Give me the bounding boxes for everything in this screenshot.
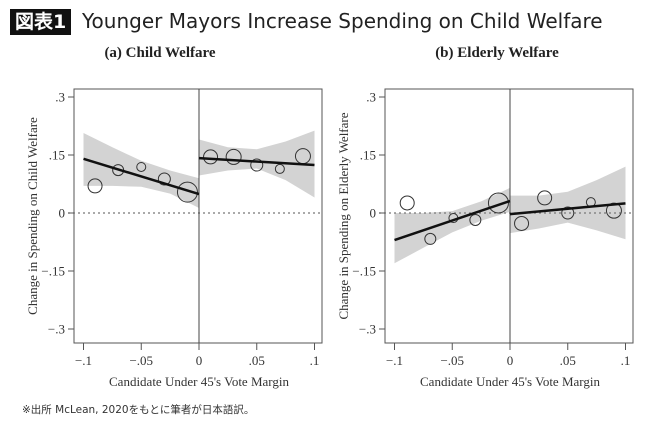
panel-b-ytick-label: 0: [370, 206, 377, 221]
panel-b-data-point: [514, 215, 530, 231]
panel-b-ytick-label: .3: [366, 89, 376, 104]
panel-b-data-point: [424, 232, 437, 245]
figure-badge: 図表1: [10, 9, 72, 35]
panel-a-title: (a) Child Welfare: [104, 45, 215, 61]
panel-a-data-point: [87, 178, 103, 194]
panel-b-xlabel: Candidate Under 45's Vote Margin: [420, 374, 600, 389]
panel-a-xtick-label: −.1: [75, 353, 92, 368]
panel-b-xtick-label: −.05: [440, 353, 464, 368]
panel-a-ytick-label: .15: [49, 147, 65, 162]
panel-a-data-point: [250, 158, 264, 172]
panel-b-ytick-label: .15: [360, 147, 376, 162]
panel-b-title: (b) Elderly Welfare: [435, 45, 559, 61]
panel-b-ylabel: Change in Spending on Elderly Welfare: [336, 112, 351, 319]
panel-b: (b) Elderly Welfare Candidate Under 45's…: [336, 45, 634, 389]
panel-a-ytick-label: 0: [59, 206, 66, 221]
panel-b-xtick-label: .1: [621, 353, 631, 368]
panel-b-xtick-label: 0: [507, 353, 514, 368]
panel-b-fit-line-1: [509, 202, 626, 216]
panel-a-fit-line-0: [83, 157, 200, 196]
panel-b-data-point: [487, 192, 509, 214]
panel-a-xlabel: Candidate Under 45's Vote Margin: [109, 374, 289, 389]
figure-title: Younger Mayors Increase Spending on Chil…: [82, 9, 603, 33]
panel-b-data-point: [561, 206, 575, 220]
panel-b-ytick-label: −.3: [359, 322, 376, 337]
panel-a-data-point: [274, 163, 285, 174]
panel-a-xtick-label: .05: [249, 353, 265, 368]
panel-b-plot-frame: [384, 88, 634, 344]
panel-a-data-point: [136, 161, 147, 172]
panel-a-plot-frame: [73, 88, 323, 344]
panel-b-xtick-label: −.1: [386, 353, 403, 368]
panel-b-ytick-label: −.15: [352, 264, 376, 279]
panel-a-ytick-label: .3: [55, 89, 65, 104]
panel-a-data-point: [157, 172, 171, 186]
panel-a-ci-band-0: [83, 132, 199, 208]
panel-a-data-point: [176, 181, 198, 203]
panel-a-fit-line-1: [198, 156, 315, 167]
panel-b-xtick-label: .05: [560, 353, 576, 368]
panel-a-ylabel: Change in Spending on Child Welfare: [25, 117, 40, 315]
panel-a-xtick-label: 0: [196, 353, 203, 368]
panel-a-ytick-label: −.15: [41, 264, 65, 279]
panel-a-xtick-label: .1: [310, 353, 320, 368]
panel-b-data-point: [399, 195, 415, 211]
panel-b-data-point: [537, 190, 553, 206]
panel-b-data-point: [469, 213, 482, 226]
source-footnote: ※出所 McLean, 2020をもとに筆者が日本語訳。: [22, 404, 255, 416]
panel-a: (a) Child Welfare Candidate Under 45's V…: [25, 45, 323, 389]
panel-a-xtick-label: −.05: [129, 353, 153, 368]
panel-b-ci-band-0: [394, 187, 510, 264]
panel-a-ci-band-1: [199, 130, 315, 198]
panel-a-data-point: [225, 148, 242, 165]
panel-a-ytick-label: −.3: [48, 322, 65, 337]
panel-b-ci-band-1: [510, 166, 626, 240]
panel-b-fit-line-0: [394, 199, 511, 242]
panel-a-data-point: [203, 149, 219, 165]
